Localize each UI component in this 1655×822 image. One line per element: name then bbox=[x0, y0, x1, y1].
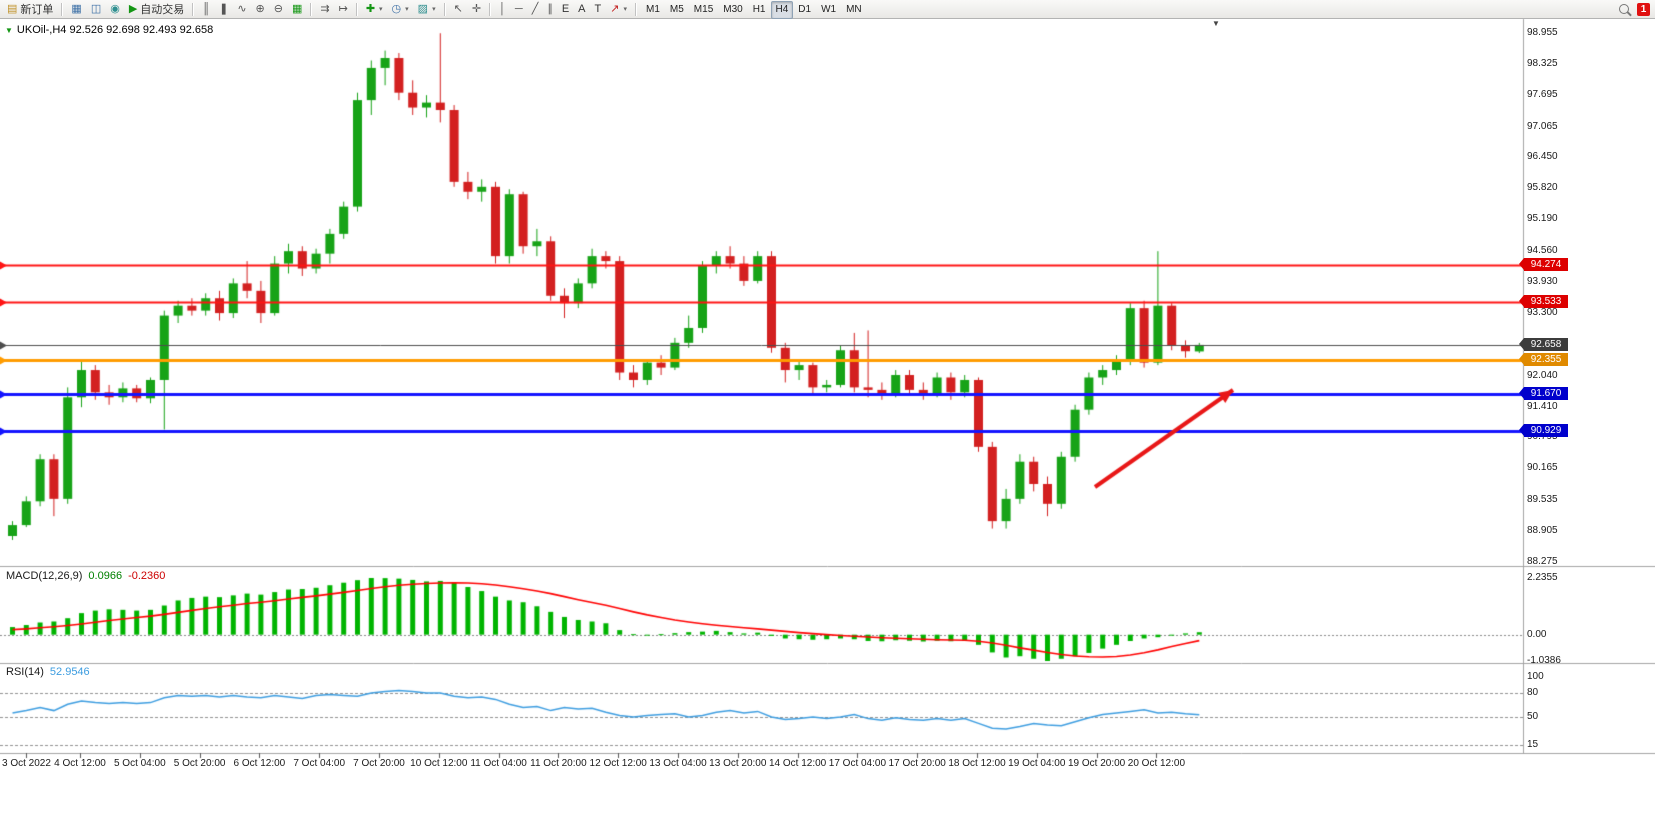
zoom-in-icon: ⊕ bbox=[255, 2, 265, 15]
templates-button[interactable]: ▨ ▾ bbox=[414, 0, 440, 18]
toolbar-separator bbox=[489, 2, 492, 16]
chart-shift-button[interactable]: ↦ bbox=[335, 0, 352, 18]
metaeditor-icon: ◉ bbox=[110, 2, 120, 15]
timeframe-button-d1[interactable]: D1 bbox=[798, 4, 812, 16]
timeframe-button-m1[interactable]: M1 bbox=[645, 4, 660, 16]
macd-signal-value: -0.2360 bbox=[128, 570, 166, 582]
chevron-down-icon: ▾ bbox=[623, 6, 627, 13]
text-label-tool-button[interactable]: T bbox=[591, 0, 606, 18]
rsi-value: 52.9546 bbox=[49, 666, 90, 678]
profiles-button[interactable]: ◫ bbox=[87, 0, 105, 18]
cursor-tool-button[interactable]: ↖ bbox=[450, 0, 467, 18]
search-button[interactable] bbox=[1615, 0, 1633, 18]
timeframe-button-h1[interactable]: H1 bbox=[752, 4, 766, 16]
profiles-icon: ◫ bbox=[90, 2, 102, 15]
periods-button[interactable]: ◷ ▾ bbox=[388, 0, 413, 18]
auto-trading-button[interactable]: ▶ 自动交易 bbox=[125, 0, 188, 18]
timeframe-button-h4[interactable]: H4 bbox=[770, 0, 794, 19]
text-tool-label: A bbox=[578, 3, 586, 15]
text-label-tool-label: T bbox=[594, 3, 602, 15]
bar-chart-mode-button[interactable]: ║ bbox=[198, 0, 214, 18]
chevron-down-icon: ▾ bbox=[432, 6, 436, 13]
symbol-marker-icon: ▼ bbox=[5, 25, 13, 35]
toolbar-separator bbox=[61, 2, 64, 16]
timeframe-button-m30[interactable]: M30 bbox=[723, 4, 743, 16]
symbol-title: ▼ UKOil-,H4 92.526 92.698 92.493 92.658 bbox=[5, 24, 213, 36]
macd-name: MACD(12,26,9) bbox=[6, 570, 83, 582]
notification-badge[interactable]: 1 bbox=[1637, 2, 1650, 16]
equidistant-channel-button[interactable]: E bbox=[558, 0, 573, 18]
trend-line-tool-button[interactable]: ╱ bbox=[528, 0, 543, 18]
channel-icon: ∥ bbox=[547, 2, 553, 15]
chart-window-button[interactable]: ▦ bbox=[67, 0, 85, 18]
zoom-out-button[interactable]: ⊖ bbox=[270, 0, 287, 18]
channel-tool-button[interactable]: ∥ bbox=[543, 0, 557, 18]
crosshair-tool-button[interactable]: ✛ bbox=[468, 0, 485, 18]
vertical-line-tool-button[interactable]: │ bbox=[495, 0, 510, 18]
toolbar-separator bbox=[443, 2, 446, 16]
timeframe-button-m5[interactable]: M5 bbox=[669, 4, 684, 16]
macd-label: MACD(12,26,9) 0.0966 -0.2360 bbox=[6, 570, 165, 582]
toolbar-separator bbox=[634, 2, 637, 16]
timeframe-group: M1 M5 M15 M30 H1 H4 D1 W1 MN bbox=[641, 0, 867, 19]
crosshair-icon: ✛ bbox=[471, 2, 482, 15]
auto-scroll-button[interactable]: ⇉ bbox=[316, 0, 333, 18]
add-indicator-button[interactable]: ✚ ▾ bbox=[362, 0, 387, 18]
toolbar-separator bbox=[355, 2, 358, 16]
trend-line-icon: ╱ bbox=[531, 2, 539, 15]
horizontal-line-tool-button[interactable]: ─ bbox=[511, 0, 527, 18]
chart-shift-icon: ↦ bbox=[338, 2, 348, 15]
line-chart-mode-button[interactable]: ∿ bbox=[233, 0, 250, 18]
add-indicator-icon: ✚ bbox=[365, 2, 376, 15]
horizontal-line-icon: ─ bbox=[514, 2, 523, 15]
timeframe-button-m15[interactable]: M15 bbox=[693, 4, 714, 16]
chevron-down-icon: ▾ bbox=[379, 6, 383, 13]
chart-window-icon: ▦ bbox=[71, 2, 82, 15]
toolbar: ▤ 新订单 ▦ ◫ ◉ ▶ 自动交易 ║ ❚ ∿ ⊕ ⊖ ▦ ⇉ ↦ ✚ ▾ ◷ ▾… bbox=[0, 0, 1655, 19]
new-order-label: 新订单 bbox=[20, 4, 54, 16]
candlestick-mode-button[interactable]: ❚ bbox=[215, 0, 232, 18]
macd-main-value: 0.0966 bbox=[88, 570, 123, 582]
new-order-button[interactable]: ▤ 新订单 bbox=[3, 0, 57, 18]
rsi-label: RSI(14) 52.9546 bbox=[6, 666, 90, 678]
timeframe-button-w1[interactable]: W1 bbox=[821, 4, 837, 16]
zoom-out-icon: ⊖ bbox=[273, 2, 283, 15]
tile-windows-icon: ▦ bbox=[291, 2, 303, 15]
arrows-tool-icon: ↗ bbox=[610, 2, 620, 15]
chart-shift-marker-icon: ▼ bbox=[1212, 19, 1220, 28]
text-tool-button[interactable]: A bbox=[574, 0, 589, 18]
candlestick-mode-icon: ❚ bbox=[219, 2, 229, 15]
cursor-icon: ↖ bbox=[453, 2, 463, 15]
metaeditor-button[interactable]: ◉ bbox=[106, 0, 124, 18]
auto-trading-label: 自动交易 bbox=[140, 4, 185, 16]
toolbar-separator bbox=[310, 2, 313, 16]
bar-chart-mode-icon: ║ bbox=[202, 2, 211, 15]
template-icon: ▨ bbox=[417, 2, 429, 15]
auto-scroll-icon: ⇉ bbox=[320, 2, 330, 15]
auto-trading-play-icon: ▶ bbox=[128, 2, 138, 15]
symbol-ohlc-text: UKOil-,H4 92.526 92.698 92.493 92.658 bbox=[16, 24, 214, 36]
line-chart-mode-icon: ∿ bbox=[237, 2, 247, 15]
vertical-line-icon: │ bbox=[499, 2, 506, 15]
zoom-in-button[interactable]: ⊕ bbox=[252, 0, 269, 18]
rsi-name: RSI(14) bbox=[6, 666, 44, 678]
toolbar-right-group: 1 bbox=[1615, 0, 1652, 18]
timeframe-button-mn[interactable]: MN bbox=[846, 4, 862, 16]
tile-windows-button[interactable]: ▦ bbox=[288, 0, 306, 18]
toolbar-separator bbox=[192, 2, 195, 16]
search-icon bbox=[1619, 4, 1629, 14]
new-order-icon: ▤ bbox=[7, 2, 18, 15]
arrows-tool-button[interactable]: ↗ ▾ bbox=[606, 0, 631, 18]
chevron-down-icon: ▾ bbox=[405, 6, 409, 13]
clock-icon: ◷ bbox=[391, 2, 402, 15]
equidistant-channel-label: E bbox=[561, 3, 570, 15]
